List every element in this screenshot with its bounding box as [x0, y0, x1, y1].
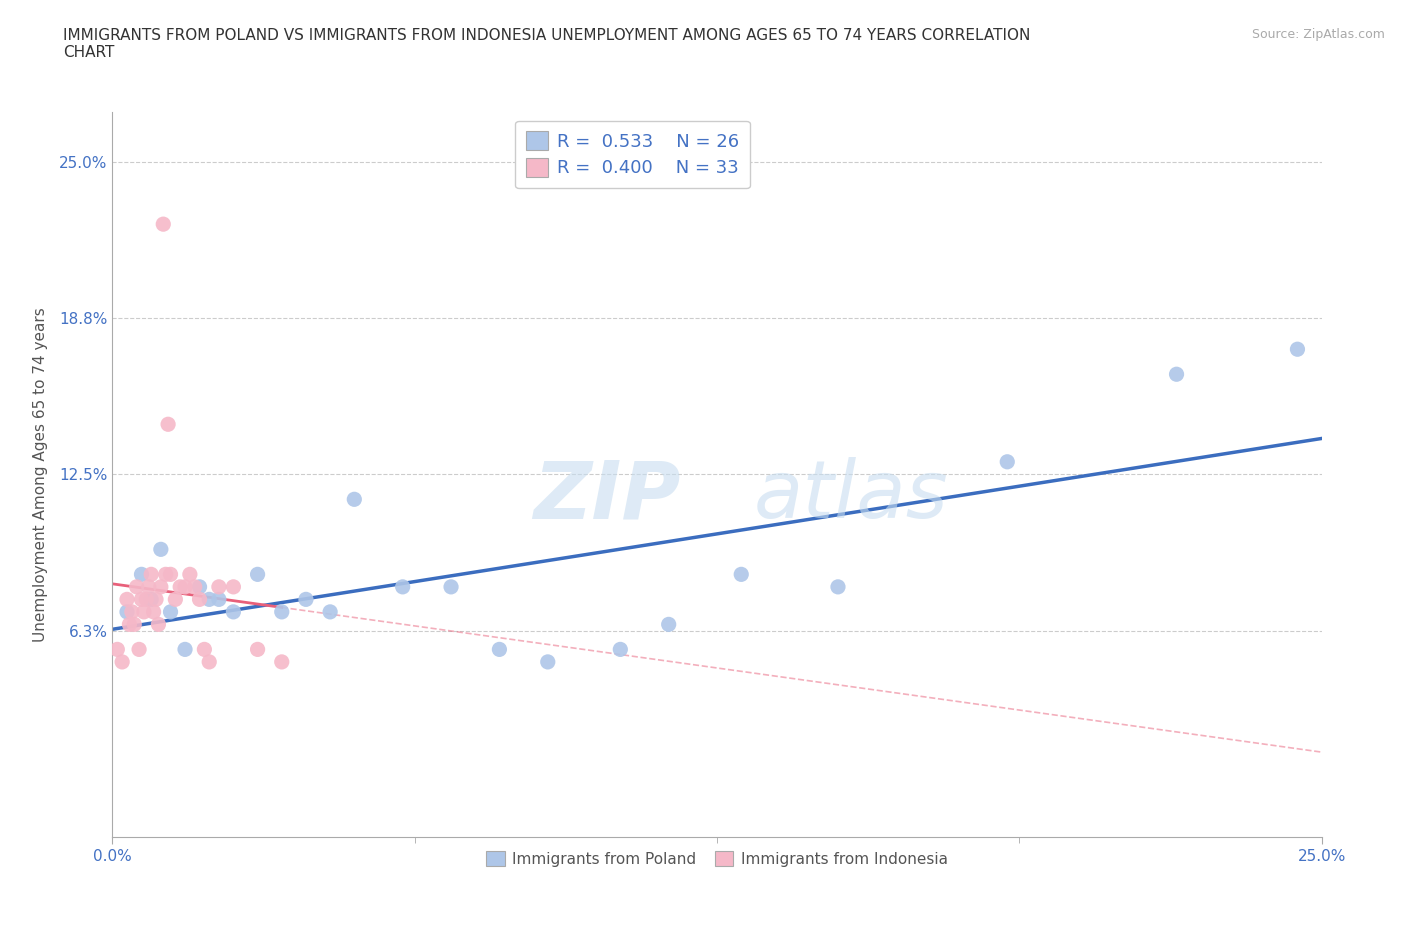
- Y-axis label: Unemployment Among Ages 65 to 74 years: Unemployment Among Ages 65 to 74 years: [34, 307, 48, 642]
- Point: [157, 417, 180, 432]
- Point: [152, 217, 174, 232]
- Point: [193, 642, 215, 657]
- Point: [270, 655, 292, 670]
- Point: [295, 591, 318, 606]
- Point: [131, 591, 153, 606]
- Point: [148, 617, 170, 631]
- Point: [609, 642, 631, 657]
- Point: [155, 567, 177, 582]
- Point: [122, 617, 145, 631]
- Point: [343, 492, 366, 507]
- Point: [488, 642, 510, 657]
- Point: [198, 655, 221, 670]
- Point: [121, 604, 143, 619]
- Point: [222, 579, 245, 594]
- Point: [1286, 342, 1309, 357]
- Text: Source: ZipAtlas.com: Source: ZipAtlas.com: [1251, 28, 1385, 41]
- Point: [188, 579, 211, 594]
- Point: [145, 591, 167, 606]
- Point: [159, 567, 181, 582]
- Point: [246, 567, 269, 582]
- Point: [730, 567, 752, 582]
- Point: [138, 579, 160, 594]
- Point: [198, 591, 221, 606]
- Point: [169, 579, 191, 594]
- Point: [115, 591, 138, 606]
- Point: [141, 567, 163, 582]
- Point: [391, 579, 413, 594]
- Point: [141, 591, 163, 606]
- Point: [111, 655, 134, 670]
- Text: ZIP: ZIP: [533, 457, 681, 535]
- Point: [174, 642, 197, 657]
- Point: [537, 655, 560, 670]
- Point: [115, 604, 138, 619]
- Point: [246, 642, 269, 657]
- Point: [222, 604, 245, 619]
- Point: [1166, 366, 1188, 381]
- Point: [319, 604, 342, 619]
- Text: IMMIGRANTS FROM POLAND VS IMMIGRANTS FROM INDONESIA UNEMPLOYMENT AMONG AGES 65 T: IMMIGRANTS FROM POLAND VS IMMIGRANTS FRO…: [63, 28, 1031, 60]
- Point: [165, 591, 187, 606]
- Point: [270, 604, 292, 619]
- Point: [827, 579, 849, 594]
- Point: [135, 591, 157, 606]
- Point: [995, 455, 1018, 470]
- Point: [149, 542, 172, 557]
- Point: [208, 591, 231, 606]
- Point: [208, 579, 231, 594]
- Point: [128, 642, 150, 657]
- Point: [131, 567, 153, 582]
- Point: [658, 617, 681, 631]
- Point: [118, 617, 141, 631]
- Point: [179, 567, 201, 582]
- Point: [149, 579, 172, 594]
- Point: [174, 579, 197, 594]
- Point: [132, 604, 155, 619]
- Point: [188, 591, 211, 606]
- Point: [183, 579, 205, 594]
- Point: [142, 604, 165, 619]
- Point: [440, 579, 463, 594]
- Legend: Immigrants from Poland, Immigrants from Indonesia: Immigrants from Poland, Immigrants from …: [481, 844, 953, 873]
- Point: [105, 642, 128, 657]
- Point: [125, 579, 148, 594]
- Text: atlas: atlas: [754, 457, 948, 535]
- Point: [159, 604, 181, 619]
